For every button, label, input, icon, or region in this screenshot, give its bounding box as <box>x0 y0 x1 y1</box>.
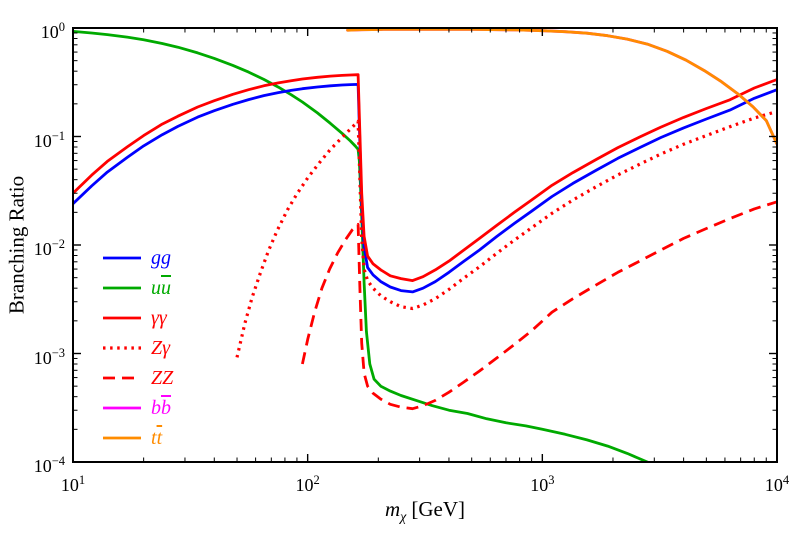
legend-line-sample-uubar <box>103 286 141 290</box>
y-tick-label: 10−1 <box>33 128 65 151</box>
legend-item-ttbar: tt <box>103 423 173 453</box>
curve-ttbar <box>346 27 778 146</box>
legend: gg uu γγ Zγ ZZ bb tt <box>103 243 173 453</box>
y-tick-label: 10−3 <box>33 345 65 368</box>
legend-item-zgamma: Zγ <box>103 333 173 363</box>
legend-line-sample-gammagamma <box>103 316 141 320</box>
legend-label-zz: ZZ <box>151 367 174 389</box>
legend-line-sample-bbbar <box>103 406 141 410</box>
x-axis-symbol: m <box>385 497 401 521</box>
legend-item-zz: ZZ <box>103 363 173 393</box>
legend-item-gg: gg <box>103 243 173 273</box>
legend-label-gg: gg <box>151 247 171 269</box>
y-tick-label: 10−2 <box>33 237 65 259</box>
legend-label-ttbar: tt <box>151 427 163 449</box>
x-axis-subscript: χ <box>400 510 407 526</box>
x-tick-label: 104 <box>764 473 790 495</box>
legend-line-sample-ttbar <box>103 436 141 440</box>
legend-label-bbbar: bb <box>151 397 171 419</box>
x-tick-label: 103 <box>530 473 555 495</box>
curve-bbbar <box>346 27 778 146</box>
x-axis-label: mχ [GeV] <box>385 497 465 526</box>
curves-layer <box>72 27 778 463</box>
y-tick-label: 100 <box>40 20 65 42</box>
legend-item-bbbar: bb <box>103 393 173 423</box>
curve-gammagamma <box>72 73 778 282</box>
legend-label-zgamma: Zγ <box>151 337 171 359</box>
curve-zgamma <box>235 109 778 358</box>
legend-line-sample-zz <box>103 376 141 380</box>
x-axis-units: [GeV] <box>411 497 465 521</box>
curve-gg <box>72 83 778 294</box>
x-tick-label: 102 <box>295 473 320 495</box>
legend-item-uubar: uu <box>103 273 173 303</box>
x-tick-label: 101 <box>60 473 86 495</box>
legend-item-gammagamma: γγ <box>103 303 173 333</box>
legend-label-gammagamma: γγ <box>151 307 167 329</box>
y-axis-label: Branching Ratio <box>4 175 29 315</box>
y-tick-label: 10−4 <box>33 454 65 476</box>
legend-line-sample-gg <box>103 256 141 260</box>
plot-frame <box>72 27 778 463</box>
legend-label-uubar: uu <box>151 277 171 299</box>
legend-line-sample-zgamma <box>103 346 141 350</box>
